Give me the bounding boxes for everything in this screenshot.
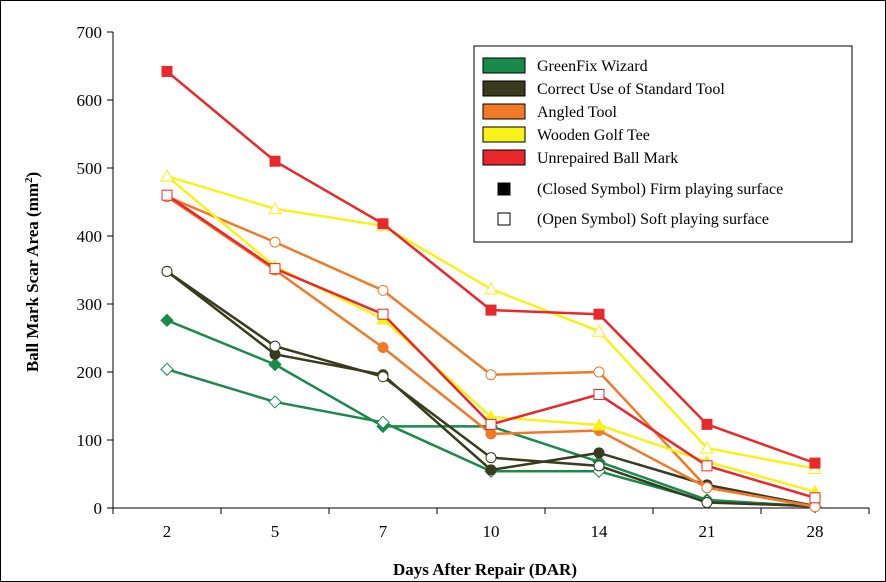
series-unrepaired-firm	[161, 65, 821, 469]
legend-closed-symbol	[497, 182, 511, 196]
data-point	[701, 460, 713, 472]
y-axis-title: Ball Mark Scar Area (mm2)	[23, 172, 42, 372]
x-tick-label: 21	[699, 522, 716, 541]
legend-label: GreenFix Wizard	[537, 58, 648, 75]
y-tick-label: 100	[77, 431, 103, 450]
legend-symbol-label: (Open Symbol) Soft playing surface	[537, 211, 769, 228]
data-point	[484, 281, 498, 295]
legend: GreenFix Wizard Correct Use of Standard T…	[473, 45, 853, 243]
data-point	[809, 457, 821, 469]
data-point	[485, 428, 497, 440]
legend-box	[473, 45, 853, 243]
y-tick-label: 600	[77, 91, 103, 110]
data-point	[592, 417, 606, 431]
legend-open-symbol	[497, 212, 511, 226]
legend-label: Correct Use of Standard Tool	[537, 81, 725, 98]
legend-label: Wooden Golf Tee	[537, 127, 650, 144]
y-tick-label: 200	[77, 363, 103, 382]
data-point	[377, 342, 389, 354]
y-tick-label: 700	[77, 23, 103, 42]
x-tick-label: 10	[483, 522, 500, 541]
data-point	[377, 308, 389, 320]
y-tick-label: 500	[77, 159, 103, 178]
data-point	[377, 218, 389, 230]
data-point	[809, 492, 821, 504]
legend-swatch	[482, 126, 526, 143]
data-point	[701, 418, 713, 430]
series-unrepaired-soft	[161, 189, 821, 504]
y-tick-label: 0	[94, 499, 103, 518]
x-tick-label: 2	[163, 522, 172, 541]
y-axis-title-sup: 2	[23, 177, 35, 183]
x-tick-label: 14	[591, 522, 609, 541]
data-point	[269, 236, 281, 248]
data-point	[268, 201, 282, 215]
data-point	[593, 447, 605, 459]
y-axis-title-close: )	[23, 172, 42, 178]
data-point	[269, 155, 281, 167]
data-point	[700, 441, 714, 454]
data-point	[593, 366, 605, 378]
x-tick-label: 28	[807, 522, 824, 541]
y-axis-title-main: Ball Mark Scar Area (mm	[23, 183, 42, 372]
data-point	[161, 189, 173, 201]
data-point	[268, 357, 282, 372]
y-tick-label: 400	[77, 227, 103, 246]
series-group	[160, 65, 822, 514]
data-point	[701, 482, 713, 494]
data-point	[485, 464, 497, 476]
data-point	[160, 313, 174, 328]
data-point	[592, 324, 606, 337]
axes: 0 100 200 300 400 500 600 700 2 5 7 10 14 21 28	[77, 23, 870, 541]
data-point	[160, 169, 174, 182]
data-point	[593, 388, 605, 400]
data-point	[376, 415, 390, 430]
legend-swatch	[482, 80, 526, 97]
data-point	[485, 369, 497, 381]
data-point	[268, 395, 282, 409]
data-point	[485, 452, 497, 464]
legend-swatch	[482, 149, 526, 166]
data-point	[593, 308, 605, 320]
legend-label: Angled Tool	[537, 104, 617, 121]
data-point	[593, 460, 605, 472]
legend-swatch	[482, 103, 526, 120]
data-point	[161, 265, 173, 277]
data-point	[269, 263, 281, 275]
y-tick-label: 300	[77, 295, 103, 314]
legend-symbol-label: (Closed Symbol) Firm playing surface	[537, 181, 783, 198]
data-point	[701, 497, 713, 509]
data-point	[377, 371, 389, 383]
legend-swatch	[482, 57, 526, 74]
data-point	[485, 304, 497, 316]
x-axis-title: Days After Repair (DAR)	[393, 560, 577, 579]
data-point	[160, 362, 174, 376]
x-tick-label: 7	[379, 522, 388, 541]
data-point	[161, 65, 173, 77]
legend-label: Unrepaired Ball Mark	[537, 150, 678, 167]
data-point	[269, 340, 281, 352]
x-tick-label: 5	[271, 522, 280, 541]
data-point	[377, 284, 389, 296]
data-point	[485, 418, 497, 430]
